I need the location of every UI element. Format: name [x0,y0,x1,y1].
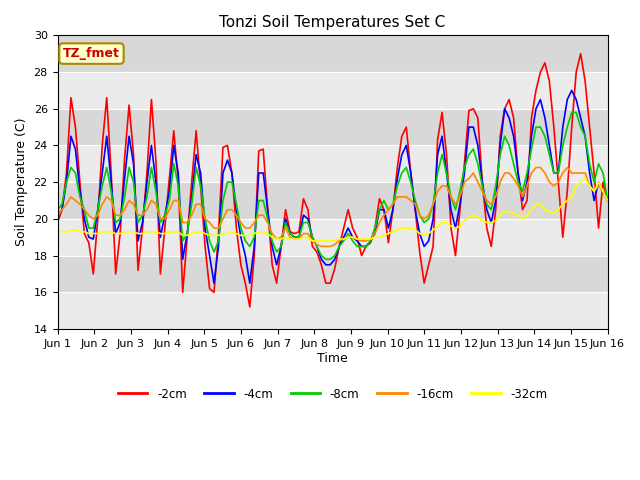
-2cm [54,220,61,226]
Legend: -2cm, -4cm, -8cm, -16cm, -32cm: -2cm, -4cm, -8cm, -16cm, -32cm [113,383,552,405]
-16cm [214,225,222,231]
-8cm [214,238,222,244]
-32cm [214,232,222,238]
-16cm [90,216,97,222]
-32cm [308,238,316,244]
-8cm [568,109,575,115]
-32cm [376,234,383,240]
Line: -4cm: -4cm [58,90,607,283]
-16cm [532,165,540,170]
-4cm [604,198,611,204]
-16cm [295,236,303,242]
X-axis label: Time: Time [317,351,348,364]
-2cm [376,196,383,202]
-2cm [577,51,584,57]
-8cm [58,201,66,207]
Line: -32cm: -32cm [58,179,607,241]
-32cm [157,231,164,237]
-4cm [58,207,66,213]
-2cm [58,207,66,213]
-8cm [604,198,611,204]
Bar [58,72,607,109]
-4cm [157,234,164,240]
-2cm [604,198,611,204]
Bar [58,145,607,182]
-32cm [54,229,61,235]
-2cm [246,304,253,310]
Y-axis label: Soil Temperature (C): Soil Temperature (C) [15,118,28,246]
-4cm [210,280,218,286]
-8cm [295,234,303,240]
-2cm [300,196,307,202]
-32cm [295,236,303,242]
-2cm [157,271,164,277]
-8cm [157,220,164,226]
-8cm [90,225,97,231]
-32cm [58,229,66,235]
-32cm [604,198,611,204]
-32cm [90,231,97,237]
Title: Tonzi Soil Temperatures Set C: Tonzi Soil Temperatures Set C [220,15,445,30]
-8cm [376,207,383,213]
-4cm [219,170,227,176]
-8cm [322,256,330,262]
Line: -8cm: -8cm [58,112,607,259]
-16cm [58,207,66,213]
-2cm [214,231,222,237]
Text: TZ_fmet: TZ_fmet [63,47,120,60]
Bar [58,109,607,145]
Line: -16cm: -16cm [58,168,607,246]
-32cm [581,176,589,181]
Bar [58,182,607,219]
-4cm [300,212,307,218]
Bar [58,219,607,255]
-16cm [317,243,325,249]
Line: -2cm: -2cm [58,54,607,307]
-2cm [90,271,97,277]
-4cm [54,212,61,218]
-16cm [54,212,61,218]
-4cm [90,236,97,242]
Bar [58,292,607,329]
-4cm [376,207,383,213]
-8cm [54,207,61,213]
-4cm [568,87,575,93]
-16cm [157,216,164,222]
-16cm [604,198,611,204]
-16cm [376,220,383,226]
Bar [58,255,607,292]
Bar [58,36,607,72]
